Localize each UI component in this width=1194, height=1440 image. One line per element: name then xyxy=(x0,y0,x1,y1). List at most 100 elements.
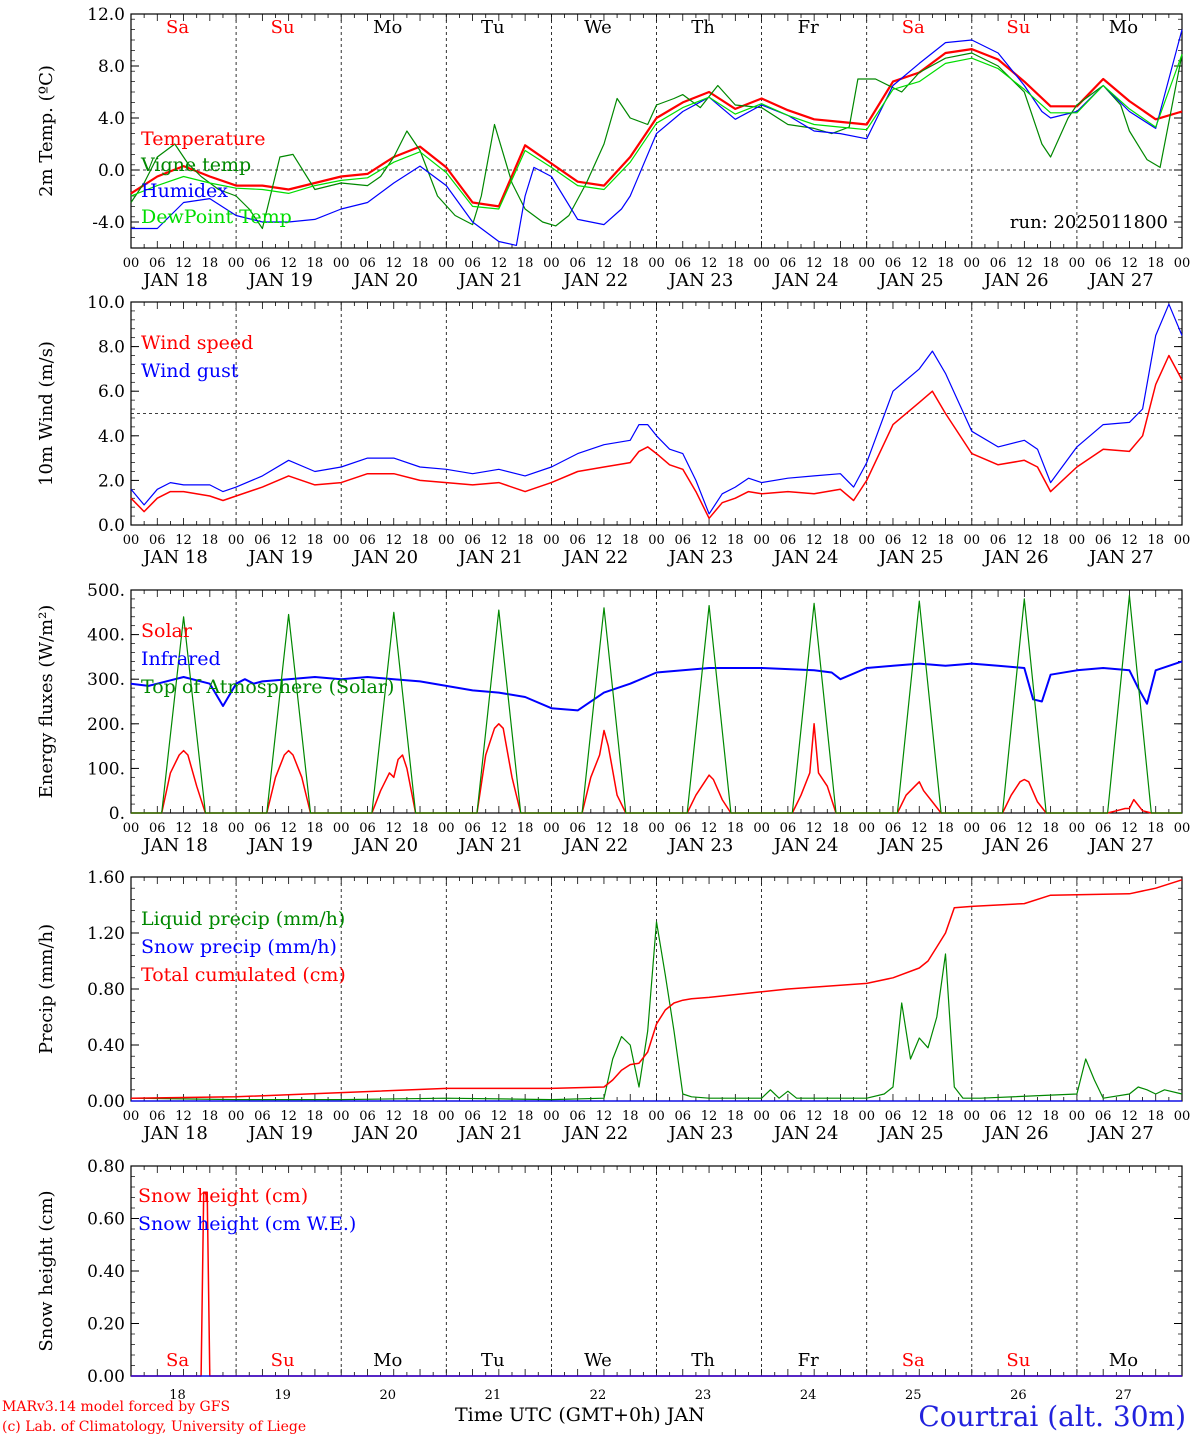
y-tick-label: 0.00 xyxy=(87,1092,125,1112)
date-label: JAN 27 xyxy=(1087,547,1154,568)
hour-tick-label: 12 xyxy=(1016,533,1033,548)
y-tick-label: 0.20 xyxy=(87,1315,125,1335)
legend-entry: Snow height (cm W.E.) xyxy=(138,1213,356,1235)
hour-tick-label: 06 xyxy=(675,1109,692,1124)
y-tick-label: 0.0 xyxy=(98,161,125,181)
hour-tick-label: 06 xyxy=(569,821,586,836)
date-label: JAN 19 xyxy=(246,547,313,568)
y-tick-label: 0.40 xyxy=(87,1262,125,1282)
hour-tick-label: 06 xyxy=(885,533,902,548)
weekday-label: Su xyxy=(1006,1350,1030,1371)
hour-tick-label: 00 xyxy=(964,821,981,836)
y-tick-label: 4.0 xyxy=(98,427,125,447)
hour-tick-label: 06 xyxy=(464,256,481,271)
hour-tick-label: 06 xyxy=(254,533,271,548)
hour-tick-label: 06 xyxy=(149,256,166,271)
date-label: JAN 27 xyxy=(1087,1123,1154,1144)
hour-tick-label: 00 xyxy=(648,1109,665,1124)
series-line xyxy=(130,52,1183,230)
hour-tick-label: 12 xyxy=(280,256,297,271)
hour-tick-label: 18 xyxy=(727,533,744,548)
hour-tick-label: 12 xyxy=(175,821,192,836)
hour-tick-label: 18 xyxy=(517,1109,534,1124)
date-label: JAN 26 xyxy=(982,547,1049,568)
hour-tick-label: 12 xyxy=(911,821,928,836)
y-tick-label: 4.0 xyxy=(98,109,125,129)
hour-tick-label: 12 xyxy=(175,533,192,548)
series-line xyxy=(130,660,1183,712)
hour-tick-label: 12 xyxy=(385,821,402,836)
date-label: JAN 27 xyxy=(1087,270,1154,291)
hour-tick-label: 00 xyxy=(543,821,560,836)
legend-entry: Infrared xyxy=(141,648,221,670)
series-line xyxy=(130,354,1183,520)
date-label: JAN 18 xyxy=(141,835,208,856)
legend-entry: Vigne temp xyxy=(140,154,251,176)
hour-tick-label: 18 xyxy=(937,533,954,548)
weekday-label: Sa xyxy=(902,17,925,38)
date-label: JAN 26 xyxy=(982,270,1049,291)
weekday-label: Su xyxy=(1006,17,1030,38)
hour-tick-label: 18 xyxy=(202,533,219,548)
hour-tick-label: 00 xyxy=(753,533,770,548)
hour-tick-label: 12 xyxy=(1121,1109,1138,1124)
weekday-label: Su xyxy=(271,1350,295,1371)
x-axis-title: Time UTC (GMT+0h) JAN xyxy=(455,1404,705,1426)
y-tick-label: 0.0 xyxy=(98,516,125,536)
credit-model: MARv3.14 model forced by GFS xyxy=(2,1399,231,1415)
hour-tick-label: 00 xyxy=(123,821,140,836)
hour-tick-label: 00 xyxy=(333,1109,350,1124)
hour-tick-label: 00 xyxy=(228,821,245,836)
hour-tick-label: 12 xyxy=(1121,256,1138,271)
weekday-label: Su xyxy=(271,17,295,38)
hour-tick-label: 06 xyxy=(464,821,481,836)
hour-tick-label: 06 xyxy=(675,533,692,548)
y-tick-label: 0.40 xyxy=(87,1036,125,1056)
series-line xyxy=(130,921,1183,1101)
day-number-label: 25 xyxy=(905,1388,922,1403)
hour-tick-label: 12 xyxy=(1016,821,1033,836)
legend-entry: Wind speed xyxy=(141,332,253,354)
hour-tick-label: 00 xyxy=(333,533,350,548)
y-tick-label: 300. xyxy=(87,670,125,690)
hour-tick-label: 12 xyxy=(385,256,402,271)
legend-entry: Snow precip (mm/h) xyxy=(141,936,337,958)
hour-tick-label: 18 xyxy=(622,1109,639,1124)
series-line xyxy=(131,723,1182,814)
hour-tick-label: 12 xyxy=(596,533,613,548)
hour-tick-label: 00 xyxy=(438,1109,455,1124)
hour-tick-label: 00 xyxy=(1069,533,1086,548)
y-tick-label: 0. xyxy=(109,804,125,824)
day-number-label: 22 xyxy=(590,1388,607,1403)
hour-tick-label: 18 xyxy=(1042,1109,1059,1124)
hour-tick-label: 18 xyxy=(517,821,534,836)
legend-entry: DewPoint Temp xyxy=(141,206,292,228)
hour-tick-label: 06 xyxy=(780,1109,797,1124)
hour-tick-label: 00 xyxy=(333,256,350,271)
weekday-label: Tu xyxy=(481,17,505,38)
y-axis-label: 2m Temp. (ºC) xyxy=(36,65,57,197)
y-tick-label: 0.80 xyxy=(87,1157,125,1177)
hour-tick-label: 00 xyxy=(543,1109,560,1124)
legend-entry: Wind gust xyxy=(141,360,239,382)
date-label: JAN 21 xyxy=(457,1123,524,1144)
date-label: JAN 18 xyxy=(141,270,208,291)
hour-tick-label: 00 xyxy=(123,1109,140,1124)
hour-tick-label: 06 xyxy=(885,1109,902,1124)
hour-tick-label: 06 xyxy=(1095,533,1112,548)
hour-tick-label: 00 xyxy=(964,533,981,548)
date-label: JAN 19 xyxy=(246,1123,313,1144)
date-label: JAN 27 xyxy=(1087,835,1154,856)
hour-tick-label: 06 xyxy=(359,256,376,271)
y-tick-label: 0.00 xyxy=(87,1367,125,1387)
hour-tick-label: 00 xyxy=(1174,256,1191,271)
date-label: JAN 21 xyxy=(457,835,524,856)
hour-tick-label: 18 xyxy=(202,1109,219,1124)
hour-tick-label: 18 xyxy=(1147,1109,1164,1124)
y-axis-label: Snow height (cm) xyxy=(36,1190,57,1351)
hour-tick-label: 18 xyxy=(832,533,849,548)
run-annotation: run: 2025011800 xyxy=(1010,212,1168,233)
hour-tick-label: 00 xyxy=(858,256,875,271)
y-tick-label: 400. xyxy=(87,626,125,646)
